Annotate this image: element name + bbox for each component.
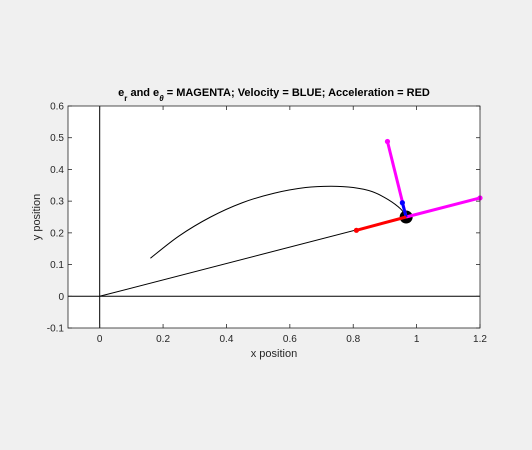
e-r-vector — [405, 196, 481, 219]
e-theta-vector-tip — [384, 138, 391, 145]
y-tick-label: 0.1 — [50, 260, 64, 271]
x-tick-label: 1.2 — [473, 334, 487, 345]
acceleration-vector — [356, 215, 407, 232]
y-tick-label: 0 — [58, 292, 64, 303]
y-axis-ticks: -0.1 0 0.1 0.2 0.3 0.4 0.5 0.6 — [47, 102, 480, 335]
velocity-vector-tip — [399, 200, 405, 206]
y-tick-label: 0.2 — [50, 228, 64, 239]
x-tick-label: 0.4 — [220, 334, 234, 345]
trajectory-line — [150, 185, 407, 259]
plot-background — [68, 106, 480, 328]
x-axis-label: x position — [251, 348, 297, 360]
y-tick-label: 0.6 — [50, 102, 64, 113]
x-tick-label: 0.6 — [283, 334, 297, 345]
x-tick-label: 0.2 — [156, 334, 170, 345]
x-tick-label: 0.8 — [346, 334, 360, 345]
plot-content — [68, 106, 483, 328]
y-tick-label: 0.5 — [50, 133, 64, 144]
y-tick-label: 0.3 — [50, 197, 64, 208]
x-tick-label: 1 — [414, 334, 420, 345]
x-tick-label: 0 — [97, 334, 103, 345]
y-axis-label: y position — [31, 194, 43, 240]
axes-box — [67, 105, 481, 329]
y-tick-label: -0.1 — [47, 324, 65, 335]
y-tick-label: 0.4 — [50, 165, 64, 176]
chart-title: er and eθ = MAGENTA; Velocity = BLUE; Ac… — [118, 87, 430, 103]
acceleration-vector-tip — [353, 227, 359, 233]
x-axis-ticks: 0 0.2 0.4 0.6 0.8 1 1.2 — [97, 106, 487, 345]
